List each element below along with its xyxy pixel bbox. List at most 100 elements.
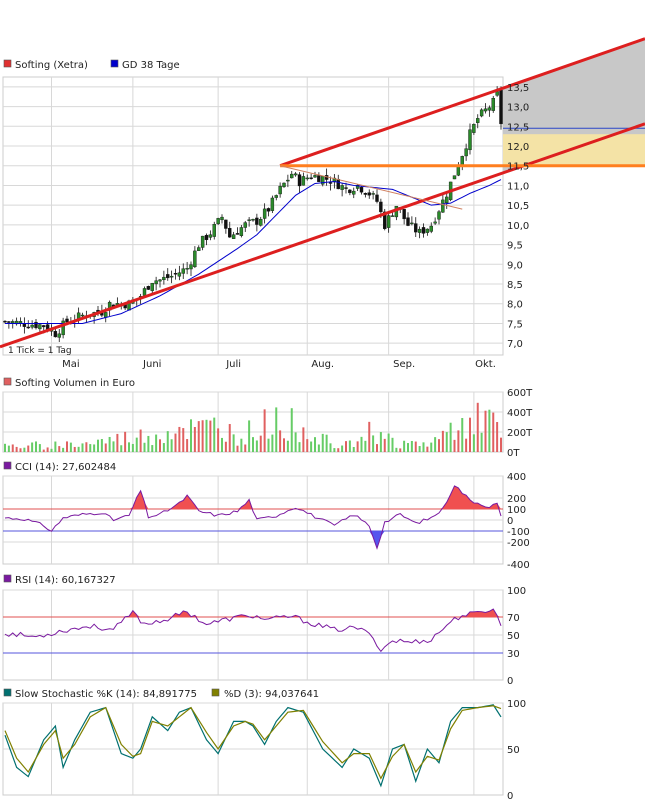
stoch-lines [4, 704, 502, 788]
volume-bar [360, 436, 363, 452]
volume-bar [104, 443, 107, 452]
y-tick-label: 600T [507, 388, 533, 399]
volume-bar [15, 446, 18, 452]
volume-bar [151, 445, 154, 452]
candle-body [344, 187, 348, 189]
candle-body [274, 195, 278, 198]
volume-bar [232, 434, 235, 452]
volume-bar [345, 441, 347, 452]
candle-body [200, 235, 205, 248]
volume-bar [414, 441, 417, 452]
y-tick-label: 50 [507, 631, 520, 642]
volume-bar [399, 448, 402, 452]
candle-body [297, 174, 302, 187]
candle-body [30, 324, 34, 328]
candle-body [18, 321, 23, 324]
volume-bar [302, 427, 305, 452]
candle-body [212, 224, 216, 237]
y-tick-label: 10,5 [507, 201, 529, 212]
candle-body [259, 218, 263, 226]
candle-body [352, 190, 356, 195]
y-tick-label: 400T [507, 408, 533, 419]
candle-body [197, 247, 201, 251]
candle-body [313, 175, 317, 178]
volume-bar [190, 419, 192, 452]
volume-bar [162, 443, 165, 452]
volume-bar [290, 408, 293, 452]
candle-body [433, 221, 437, 224]
y-tick-label: 13,0 [507, 103, 529, 114]
rsi-panel: RSI (14): 60,167327 100 70 50 30 0 [2, 574, 526, 687]
y-tick-label: 12,5 [507, 122, 529, 133]
volume-panel: Softing Volumen in Euro 600T 400T 200T 0T [2, 377, 533, 459]
candle-body [375, 194, 379, 202]
volume-bar [248, 420, 251, 452]
candle-body [7, 321, 11, 323]
volume-bar [166, 431, 169, 452]
volume-bar [244, 444, 247, 452]
legend-rsi-box [3, 574, 12, 583]
candle-body [150, 282, 154, 291]
x-tick-label: Juni [142, 359, 161, 370]
x-tick-label: Okt. [475, 359, 496, 370]
y-tick-label: -400 [507, 560, 530, 571]
volume-bar [341, 445, 344, 452]
volume-bar [228, 424, 231, 452]
volume-bar [11, 444, 14, 452]
volume-bar [438, 439, 440, 452]
cci-line [4, 485, 502, 550]
volume-bar [348, 440, 351, 452]
volume-bar [240, 438, 243, 452]
volume-bar [69, 442, 72, 452]
volume-bar [4, 443, 6, 452]
candle-body [421, 227, 426, 234]
volume-bar [410, 440, 413, 452]
y-tick-label: 8,5 [507, 280, 523, 291]
candle-body [290, 173, 294, 179]
volume-bar [116, 433, 119, 452]
channel-upper-line [279, 37, 645, 168]
stoch-panel: Slow Stochastic %K (14): 84,891775 %D (3… [2, 688, 526, 802]
candle-body [445, 196, 449, 203]
cci-line [4, 485, 502, 550]
rsi-overbought-fill [5, 609, 501, 617]
candle-body [476, 118, 480, 123]
legend-volume: Softing Volumen in Euro [15, 378, 135, 389]
volume-bar [27, 445, 30, 452]
volume-bar [255, 440, 258, 452]
volume-bar [271, 434, 274, 452]
volume-bar [50, 448, 53, 452]
volume-bar [259, 435, 262, 452]
candle-body [243, 222, 247, 228]
volume-bar [100, 438, 103, 452]
volume-bar [275, 407, 278, 452]
candle-body [286, 179, 290, 182]
x-tick-label: Aug. [311, 359, 334, 370]
candle-body [479, 109, 484, 117]
candle-body [11, 321, 15, 324]
candle-body [363, 193, 368, 195]
volume-bar [7, 445, 10, 452]
cci-overbought-fill [5, 485, 501, 509]
volume-bar [54, 441, 57, 452]
volume-bar [418, 446, 421, 452]
volume-bar [496, 422, 499, 452]
volume-bar [46, 447, 49, 452]
volume-bar [480, 432, 483, 452]
volume-bar [426, 446, 429, 452]
volume-bar [492, 412, 495, 452]
price-grid [3, 77, 503, 355]
candle-body [216, 218, 220, 225]
candle-body [38, 324, 42, 330]
y-tick-label: 11,0 [507, 181, 529, 192]
candle-body [309, 177, 313, 179]
candle-body [231, 234, 236, 239]
volume-bar [23, 447, 26, 452]
volume-bar [430, 442, 433, 452]
volume-bar [77, 446, 80, 452]
volume-bar [383, 438, 386, 452]
volume-bar [108, 436, 111, 452]
candle-body [367, 192, 371, 196]
y-tick-label: 0 [507, 676, 513, 687]
